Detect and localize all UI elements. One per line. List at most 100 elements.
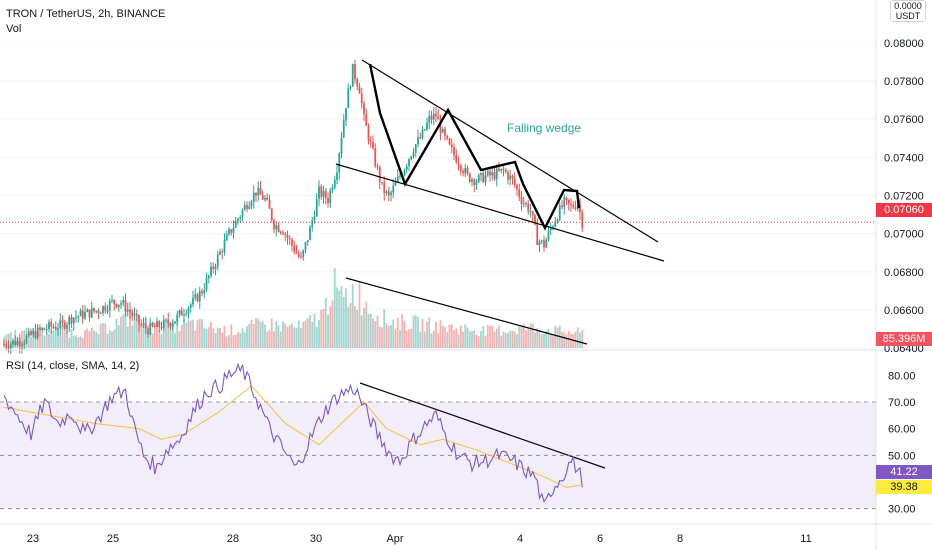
time-axis[interactable]: 23 25 28 30 Apr 4 6 8 11 (27, 533, 812, 545)
volume-bar (318, 319, 320, 348)
symbol-legend[interactable]: TRON / TetherUS, 2h, BINANCE (6, 8, 166, 20)
candle-body (63, 322, 66, 329)
volume-bar (304, 320, 307, 348)
candle-body (203, 290, 206, 294)
candle-body (95, 310, 98, 312)
candle-body (124, 300, 127, 312)
volume-bar (18, 336, 21, 348)
volume-bar (90, 327, 93, 348)
candle-body (396, 176, 399, 182)
volume-bar (216, 327, 219, 348)
candle-body (41, 328, 44, 330)
volume-bar (435, 321, 437, 348)
candle-body (572, 204, 575, 208)
volume-bar (135, 312, 138, 348)
volume-bar (255, 318, 257, 348)
wedge-drawings[interactable] (335, 59, 665, 469)
candle-body (563, 197, 566, 208)
volume-bar (466, 327, 469, 348)
volume-bar (486, 324, 489, 348)
candle-body (126, 309, 129, 312)
candle-body (340, 137, 343, 154)
candle-body (250, 202, 253, 206)
volume-bar (212, 328, 215, 348)
volume-bar (248, 324, 251, 348)
annotation-falling-wedge: Falling wedge (507, 121, 581, 135)
volume-bar (286, 326, 289, 348)
volume-bar (288, 325, 291, 348)
price-tick-label: 0.08000 (884, 38, 924, 50)
candle-body (453, 147, 455, 155)
candle-body (313, 216, 316, 221)
candle-body (333, 179, 336, 188)
candle-body (279, 231, 282, 233)
rsi-sma-value-tag: 39.38 (876, 480, 932, 494)
candle-body (502, 168, 505, 170)
rsi-trendline[interactable] (359, 382, 606, 469)
candle-body (385, 191, 388, 194)
volume-bar (417, 316, 419, 348)
candle-body (354, 63, 356, 80)
volume-bar (210, 321, 212, 348)
zigzag-pattern[interactable] (368, 63, 581, 231)
volume-bar (169, 326, 172, 348)
candle-body (291, 239, 293, 246)
volume-bar (187, 320, 190, 348)
volume-bar (160, 334, 163, 348)
volume-bar (455, 328, 458, 348)
volume-bar (563, 332, 566, 348)
volume-legend[interactable]: Vol (6, 23, 22, 35)
volume-bar (16, 338, 19, 348)
rsi-legend[interactable]: RSI (14, close, SMA, 14, 2) (6, 360, 140, 372)
candle-body (376, 165, 379, 168)
volume-bar (108, 330, 111, 348)
volume-bar (403, 321, 406, 348)
volume-bar (162, 330, 165, 348)
price-axis[interactable]: 0.08000 0.07800 0.07600 0.07400 0.07200 0.070… (884, 38, 924, 355)
volume-bar (342, 296, 345, 348)
candle-body (57, 328, 59, 330)
candle-body (410, 156, 413, 160)
currency-selector[interactable]: 0.0000 USDT (890, 0, 926, 22)
volume-bar (144, 317, 147, 348)
volume-bar (385, 323, 388, 348)
candle-body (471, 179, 473, 182)
price-tick-label: 0.06400 (884, 343, 924, 355)
volume-bar (270, 318, 273, 348)
volume-bar (322, 308, 325, 348)
volume-bar (104, 323, 107, 348)
volume-bar (498, 325, 500, 348)
volume-bar (201, 319, 203, 348)
volume-bar (147, 332, 149, 348)
candle-body (14, 340, 17, 346)
volume-bar (48, 333, 50, 348)
volume-bar (183, 318, 185, 348)
price-grid (0, 42, 876, 349)
rsi-axis[interactable]: 80.00 70.00 60.00 50.00 30.00 (888, 370, 916, 515)
candle-body (579, 204, 581, 213)
candle-body (459, 165, 462, 171)
candle-body (304, 242, 307, 251)
candle-body (248, 205, 251, 209)
volume-bar (423, 331, 426, 348)
volume-bar (205, 328, 208, 348)
candle-body (84, 312, 86, 319)
volume-bar (507, 332, 509, 348)
candle-body (446, 135, 449, 139)
wedge-upper-trendline[interactable] (361, 59, 659, 243)
candle-body (309, 227, 311, 240)
candle-body (324, 190, 327, 199)
wedge-lower-trendline[interactable] (335, 163, 665, 262)
candle-body (498, 168, 500, 171)
volume-trendline[interactable] (345, 277, 588, 345)
volume-bar (111, 331, 113, 348)
volume-bar (473, 330, 476, 348)
volume-bar (122, 314, 125, 348)
volume-bar (374, 321, 377, 348)
volume-bar (372, 318, 374, 348)
candle-body (221, 251, 224, 253)
candle-body (552, 226, 554, 228)
candle-body (520, 196, 523, 204)
candle-body (113, 299, 116, 305)
